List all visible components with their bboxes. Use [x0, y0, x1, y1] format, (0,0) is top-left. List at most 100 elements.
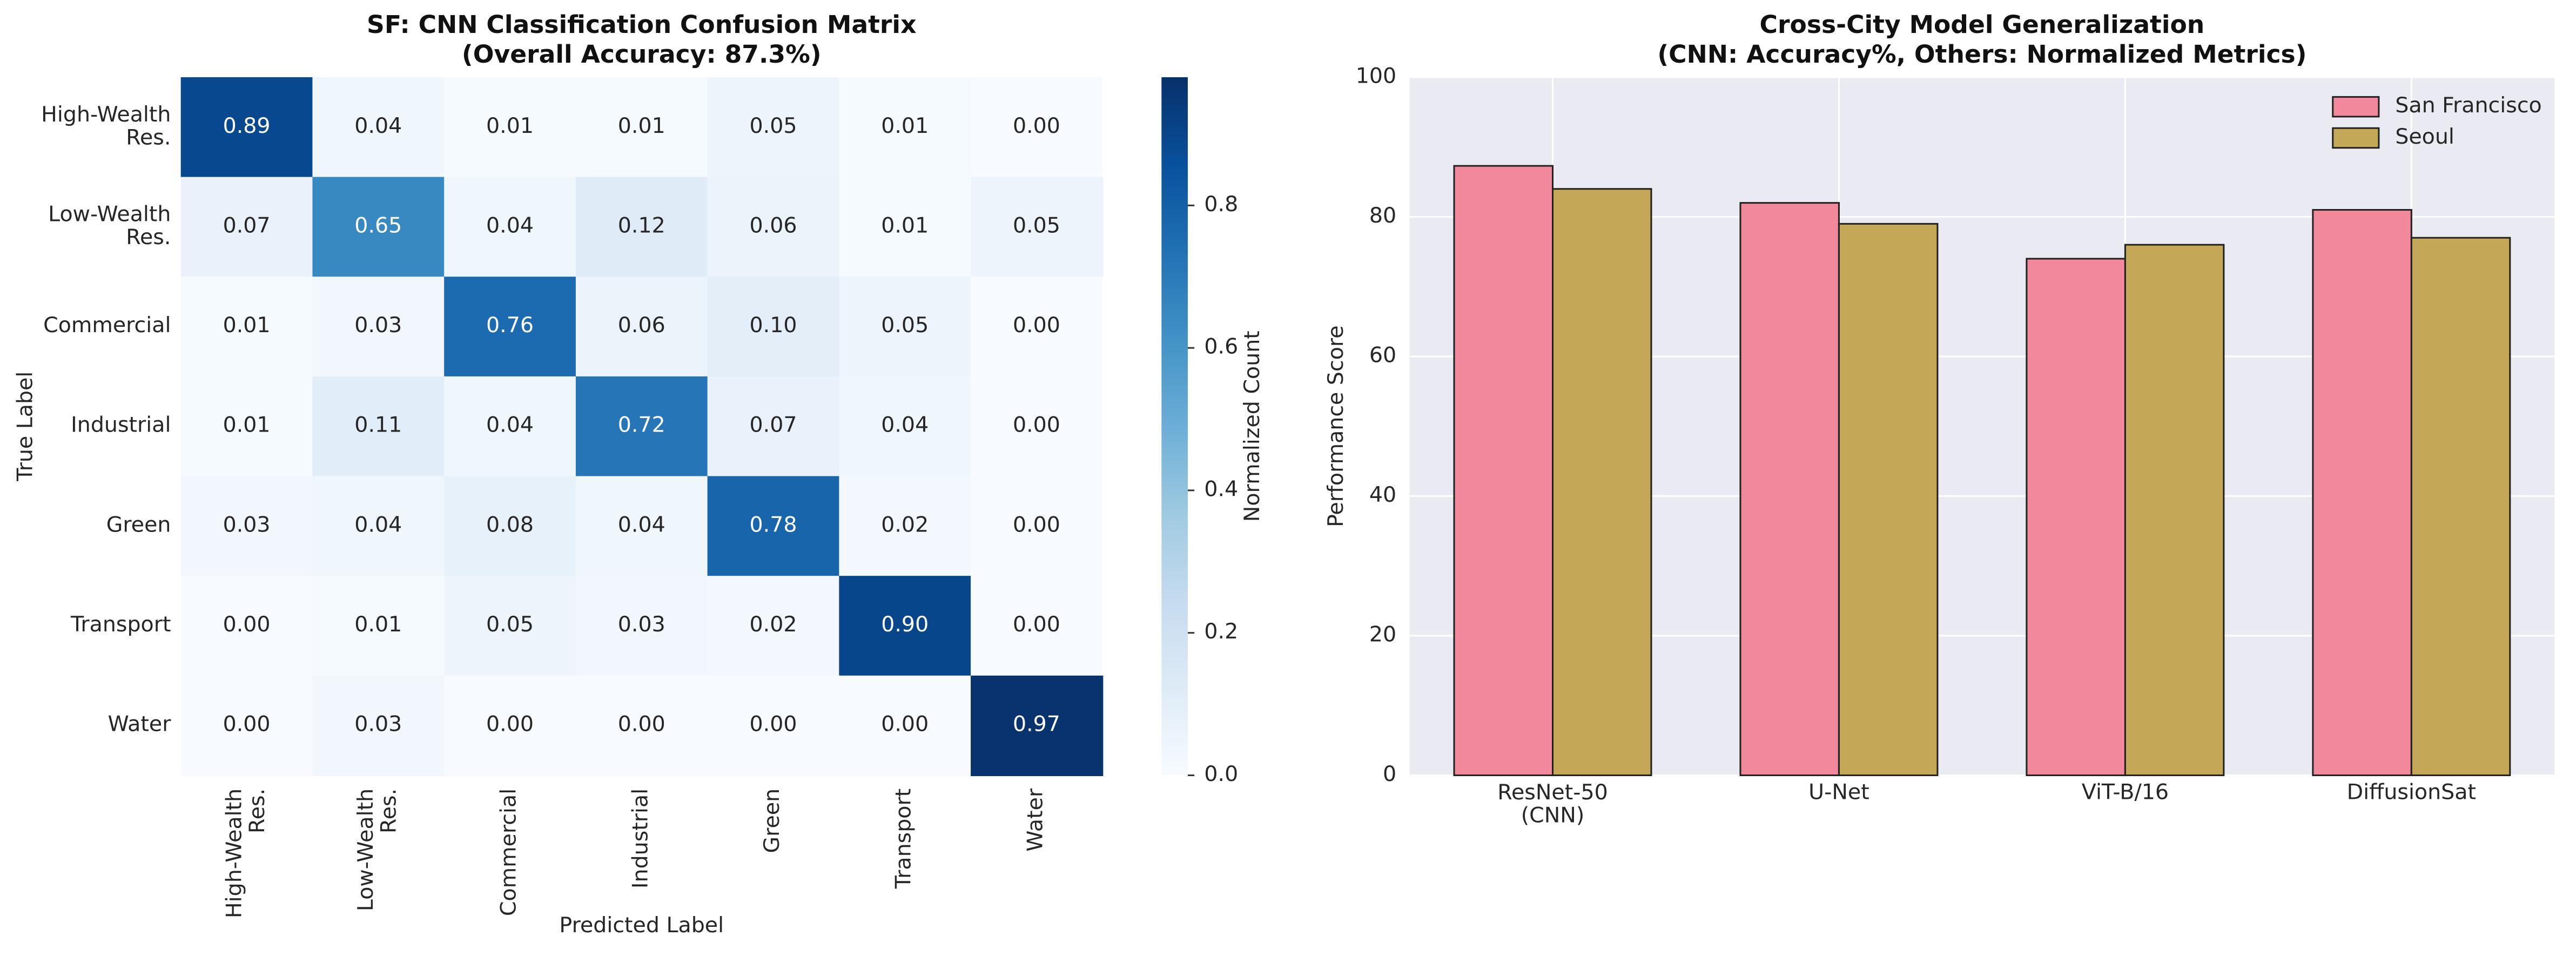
heatmap-cell [444, 476, 577, 577]
y-axis-label: Performance Score [1323, 325, 1348, 527]
cell-label: 0.00 [1013, 512, 1060, 537]
heatmap-cell [444, 277, 577, 378]
cell-label: 0.90 [881, 612, 929, 637]
heatmap-cell [971, 376, 1104, 477]
cell-label: 0.89 [223, 113, 271, 138]
heatmap-cell [707, 576, 840, 677]
cell-label: 0.72 [618, 413, 665, 437]
cell-label: 0.11 [354, 413, 402, 437]
heatmap-cell [707, 277, 840, 378]
cell-label: 0.00 [618, 712, 665, 737]
bar [1551, 188, 1652, 776]
bar [2410, 237, 2511, 776]
cell-label: 0.06 [618, 313, 665, 338]
chart-title: Cross-City Model Generalization [1760, 10, 2205, 39]
heatmap-cell [575, 675, 709, 776]
heatmap-cell [312, 476, 445, 577]
cell-label: 0.02 [750, 612, 797, 637]
y-tick-label: High-Wealth Res. [41, 102, 171, 150]
legend-label: Seoul [2395, 124, 2454, 149]
cell-label: 0.00 [1013, 113, 1060, 138]
cell-label: 0.01 [223, 413, 271, 437]
heatmap-cell [444, 77, 577, 178]
heatmap-cell [971, 576, 1104, 677]
cell-label: 0.07 [223, 213, 271, 238]
cell-label: 0.01 [881, 113, 929, 138]
chart-subtitle: (Overall Accuracy: 87.3%) [462, 40, 822, 69]
y-tick-label: 100 [1356, 63, 1396, 88]
cell-label: 0.04 [486, 213, 534, 238]
cell-label: 0.07 [750, 413, 797, 437]
heatmap-cell [707, 77, 840, 178]
cell-label: 0.01 [618, 113, 665, 138]
y-tick-label: 0 [1383, 762, 1396, 786]
chart-subtitle: (CNN: Accuracy%, Others: Normalized Metr… [1657, 40, 2306, 69]
heatmap-cell [839, 77, 972, 178]
x-axis-label: Predicted Label [559, 913, 724, 938]
y-tick-label: Water [108, 712, 172, 737]
cell-label: 0.03 [223, 512, 271, 537]
colorbar-tick-label: 0.2 [1204, 619, 1238, 644]
heatmap-cell [707, 476, 840, 577]
x-tick-label: High-WealthRes. [221, 789, 270, 918]
heatmap-cell [839, 177, 972, 278]
y-axis-label: True Label [12, 372, 37, 482]
heatmap-cell [575, 376, 709, 477]
legend-swatch [2332, 127, 2380, 149]
cell-label: 0.00 [1013, 612, 1060, 637]
cell-label: 0.05 [1013, 213, 1060, 238]
y-tick-label: Industrial [71, 413, 171, 437]
heatmap-cell [312, 177, 445, 278]
bar [2124, 244, 2225, 776]
y-tick-label: Low-Wealth Res. [48, 201, 171, 250]
bar [2312, 208, 2412, 776]
x-tick-label: ResNet-50 (CNN) [1497, 779, 1608, 827]
heatmap-cell [575, 576, 709, 677]
heatmap-cell [575, 77, 709, 178]
colorbar-tick-label: 0.8 [1204, 192, 1238, 217]
cell-label: 0.78 [750, 512, 797, 537]
cell-label: 0.03 [618, 612, 665, 637]
heatmap-cell [444, 177, 577, 278]
cell-label: 0.00 [223, 712, 271, 737]
x-tick-label: ViT-B/16 [2082, 779, 2169, 804]
cell-label: 0.04 [354, 512, 402, 537]
heatmap-cell [180, 77, 313, 178]
chart-title: SF: CNN Classification Confusion Matrix [367, 10, 916, 39]
colorbar-tick-label: 0.6 [1204, 334, 1238, 359]
heatmap-cell [575, 476, 709, 577]
heatmap-cell [839, 476, 972, 577]
cell-label: 0.00 [486, 712, 534, 737]
heatmap-cell [707, 376, 840, 477]
heatmap-cell [971, 77, 1104, 178]
cell-label: 0.00 [750, 712, 797, 737]
y-tick-label: 20 [1369, 622, 1396, 647]
cell-label: 0.05 [881, 313, 929, 338]
cell-label: 0.76 [486, 313, 534, 338]
cell-label: 0.10 [750, 313, 797, 338]
cell-label: 0.04 [618, 512, 665, 537]
cell-label: 0.04 [486, 413, 534, 437]
heatmap-cell [312, 77, 445, 178]
cell-label: 0.00 [881, 712, 929, 737]
colorbar-tick-label: 0.4 [1204, 476, 1238, 501]
heatmap-cell [971, 675, 1104, 776]
heatmap-cell [444, 576, 577, 677]
cell-label: 0.06 [750, 213, 797, 238]
heatmap-cell [180, 576, 313, 677]
cell-label: 0.03 [354, 712, 402, 737]
heatmap-cell [707, 675, 840, 776]
y-tick-label: 60 [1369, 342, 1396, 367]
cell-label: 0.05 [486, 612, 534, 637]
bar [1838, 223, 1939, 776]
cell-label: 0.00 [1013, 413, 1060, 437]
heatmap-cell [575, 177, 709, 278]
heatmap-cell [971, 177, 1104, 278]
heatmap-cell [312, 675, 445, 776]
heatmap-cell [180, 476, 313, 577]
cell-label: 0.01 [223, 313, 271, 338]
x-tick-label: Transport [891, 789, 916, 889]
cell-label: 0.00 [223, 612, 271, 637]
y-tick-label: Green [106, 512, 171, 537]
heatmap-cell [707, 177, 840, 278]
